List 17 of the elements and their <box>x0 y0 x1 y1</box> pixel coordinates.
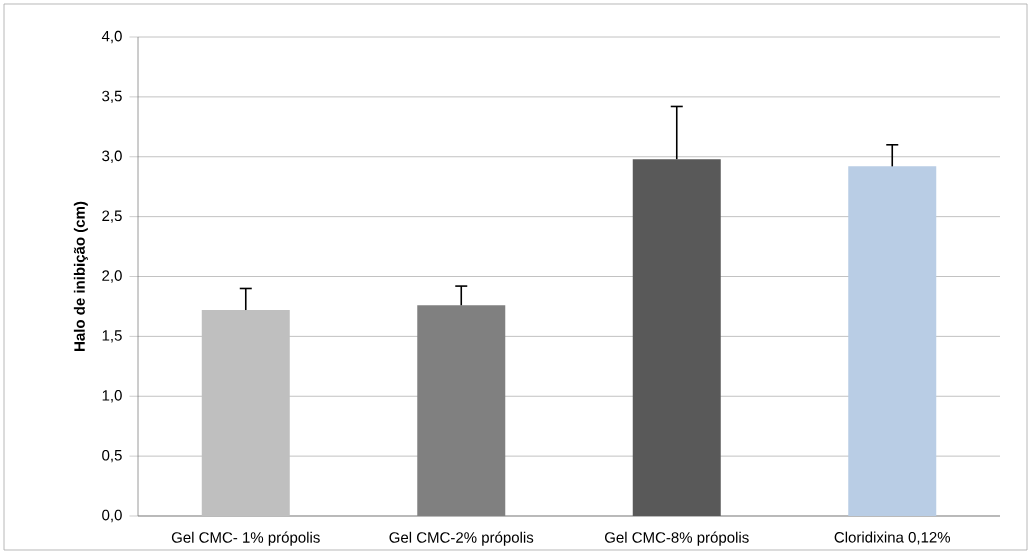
y-tick-label: 2,5 <box>102 210 122 223</box>
x-tick-label: Gel CMC- 1% própolis <box>171 531 320 546</box>
bar <box>201 310 290 516</box>
y-tick-label: 3,0 <box>102 150 122 163</box>
y-tick-label: 1,5 <box>102 330 122 343</box>
x-tick-label: Cloridixina 0,12% <box>834 531 951 545</box>
y-tick-label: 4,0 <box>101 30 122 44</box>
bar <box>848 166 937 516</box>
y-tick-label: 0,0 <box>102 509 122 523</box>
y-axis-title: Halo de inibição (cm) <box>73 201 88 351</box>
y-tick-label: 1,0 <box>102 390 122 403</box>
bar <box>632 159 721 516</box>
y-tick-label: 0,5 <box>102 449 122 463</box>
y-tick-label: 2,0 <box>102 270 122 283</box>
y-tick-label: 3,5 <box>102 90 122 104</box>
x-tick-label: Gel CMC-8% própolis <box>604 531 749 546</box>
x-tick-label: Gel CMC-2% própolis <box>389 531 534 546</box>
